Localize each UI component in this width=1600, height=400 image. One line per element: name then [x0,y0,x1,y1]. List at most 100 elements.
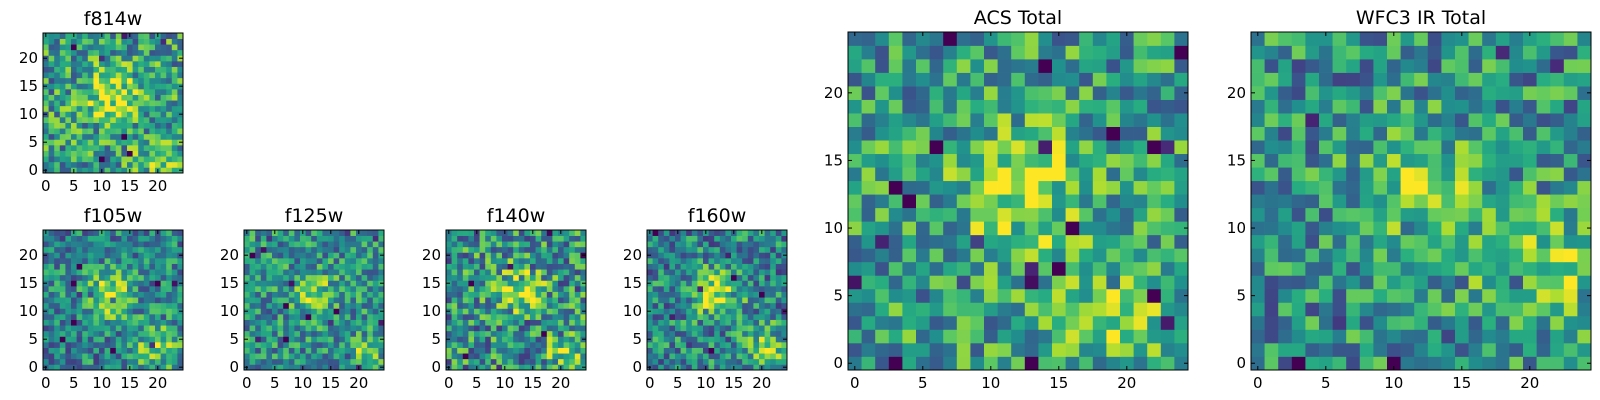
heatmap-cell [541,353,548,360]
heatmap-cell [1251,356,1265,371]
heatmap-cell [943,342,958,357]
heatmap-cell [71,77,77,84]
heatmap-cell [652,252,659,259]
heatmap-cell [663,330,670,337]
heatmap-cell [99,77,105,84]
heatmap-cell [372,302,379,309]
heatmap-cell [1024,342,1039,357]
heatmap-cell [861,248,876,263]
heatmap-cell [350,286,357,292]
heatmap-cell [669,241,676,248]
heatmap-cell [294,358,301,365]
heatmap-cell [1523,288,1537,303]
heatmap-cell [747,241,754,248]
heatmap-cell [513,269,520,276]
heatmap-cell [518,330,525,337]
y-tick-label: 20 [1227,84,1246,102]
heatmap-cell [305,280,312,287]
heatmap-cell [703,325,709,332]
heatmap-cell [76,77,83,84]
heatmap-cell [997,275,1012,290]
heatmap-cell [1373,302,1388,317]
heatmap-cell [48,325,55,332]
heatmap-cell [171,297,178,304]
heatmap-cell [1509,356,1524,371]
heatmap-cell [513,336,520,343]
heatmap-cell [507,308,514,315]
heatmap-cell [1468,342,1483,357]
heatmap-cell [552,258,559,264]
heatmap-cell [1264,59,1279,73]
heatmap-cell [1359,342,1374,357]
heatmap-cell [1359,32,1374,46]
heatmap-cell [474,336,480,343]
heatmap-cell [1577,288,1592,303]
heatmap-cell [1509,315,1524,330]
heatmap-cell [288,252,295,259]
heatmap-cell [708,269,715,276]
heatmap-cell [861,32,876,46]
heatmap-cell [1106,275,1121,290]
heatmap-cell [1092,153,1107,168]
heatmap-cell [1523,153,1537,168]
heatmap-cell [322,269,329,276]
heatmap-cell [1305,342,1320,357]
heatmap-cell [110,111,117,118]
heatmap-cell [115,61,122,67]
heatmap-cell [344,263,351,270]
heatmap-cell [970,302,985,317]
heatmap-cell [266,330,273,337]
heatmap-cell [344,364,351,371]
heatmap-cell [1106,315,1121,330]
heatmap-cell [1251,194,1265,209]
heatmap-cell [943,234,958,249]
heatmap-cell [171,105,178,112]
x-tick-label: 20 [551,374,570,392]
heatmap-cell [43,66,49,73]
heatmap-cell [524,330,531,337]
heatmap-cell [316,286,323,292]
heatmap-cell [143,133,150,140]
heatmap-cell [1133,59,1148,73]
heatmap-cell [997,207,1012,222]
heatmap-cell [1052,234,1066,249]
heatmap-cell [288,258,295,264]
heatmap-cell [1332,59,1347,73]
heatmap-cell [1174,248,1189,263]
heatmap-cell [753,258,760,264]
heatmap-cell [160,325,167,332]
heatmap-cell [1278,45,1293,60]
heatmap-cell [956,113,971,127]
heatmap-cell [1523,194,1537,209]
heatmap-cell [675,319,681,326]
heatmap-cell [127,100,133,107]
heatmap-cell [59,66,66,73]
x-tick-label: 15 [1049,374,1068,392]
heatmap-cell [558,269,564,276]
heatmap-cell [110,286,117,292]
heatmap-cell [1563,315,1578,330]
heatmap-cell [104,246,111,253]
heatmap-cell [1024,86,1039,100]
heatmap-cell [110,94,117,101]
heatmap-cell [300,347,306,354]
heatmap-cell [82,100,89,107]
heatmap-cell [171,347,178,354]
heatmap-cell [1482,140,1497,155]
heatmap-cell [485,319,492,326]
heatmap-cell [956,221,971,236]
heatmap-cell [328,302,334,309]
heatmap-cell [714,364,721,371]
heatmap-cell [121,77,128,84]
heatmap-cell [71,274,77,281]
heatmap-cell [686,235,693,242]
heatmap-cell [104,49,111,56]
heatmap-cell [87,269,94,276]
heatmap-cell [1251,72,1265,87]
heatmap-cell [563,297,570,304]
heatmap-cell [59,263,66,270]
heatmap-cell [138,308,145,315]
heatmap-cell [984,32,998,46]
heatmap-cell [333,364,340,371]
heatmap-cell [669,291,676,298]
